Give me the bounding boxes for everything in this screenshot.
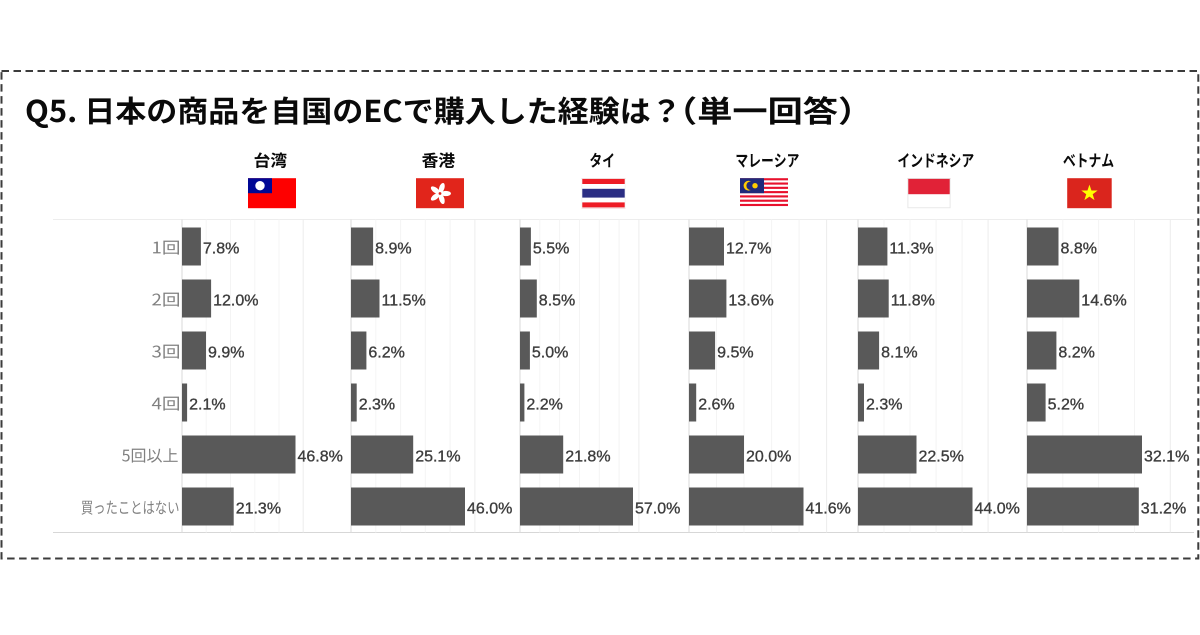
svg-text:8.2%: 8.2% — [1058, 345, 1094, 362]
svg-text:46.0%: 46.0% — [467, 501, 512, 518]
svg-text:2.3%: 2.3% — [359, 397, 395, 414]
svg-text:8.1%: 8.1% — [881, 345, 917, 362]
svg-text:2.1%: 2.1% — [189, 397, 225, 414]
svg-text:12.7%: 12.7% — [726, 241, 771, 258]
svg-text:9.9%: 9.9% — [208, 345, 244, 362]
svg-text:2.2%: 2.2% — [526, 397, 562, 414]
svg-text:21.8%: 21.8% — [565, 449, 610, 466]
svg-text:8.8%: 8.8% — [1061, 241, 1097, 258]
svg-text:5.5%: 5.5% — [533, 241, 569, 258]
svg-text:25.1%: 25.1% — [415, 449, 460, 466]
svg-text:8.9%: 8.9% — [375, 241, 411, 258]
svg-text:11.3%: 11.3% — [889, 241, 933, 258]
svg-text:6.2%: 6.2% — [368, 345, 404, 362]
svg-text:5.0%: 5.0% — [532, 345, 568, 362]
svg-text:44.0%: 44.0% — [975, 501, 1020, 518]
svg-text:2.3%: 2.3% — [866, 397, 902, 414]
svg-text:13.6%: 13.6% — [728, 293, 773, 310]
svg-text:5.2%: 5.2% — [1048, 397, 1084, 414]
svg-text:57.0%: 57.0% — [635, 501, 680, 518]
svg-text:31.2%: 31.2% — [1141, 501, 1186, 518]
svg-text:21.3%: 21.3% — [236, 501, 281, 518]
svg-text:20.0%: 20.0% — [746, 449, 791, 466]
svg-text:12.0%: 12.0% — [213, 293, 258, 310]
svg-text:46.8%: 46.8% — [298, 449, 343, 466]
svg-text:8.5%: 8.5% — [539, 293, 575, 310]
svg-text:32.1%: 32.1% — [1144, 449, 1189, 466]
svg-text:11.8%: 11.8% — [891, 293, 935, 310]
svg-text:7.8%: 7.8% — [203, 241, 239, 258]
svg-text:11.5%: 11.5% — [382, 293, 426, 310]
svg-text:41.6%: 41.6% — [806, 501, 851, 518]
svg-text:14.6%: 14.6% — [1081, 293, 1126, 310]
svg-text:22.5%: 22.5% — [919, 449, 964, 466]
svg-text:9.5%: 9.5% — [717, 345, 753, 362]
svg-text:2.6%: 2.6% — [698, 397, 734, 414]
